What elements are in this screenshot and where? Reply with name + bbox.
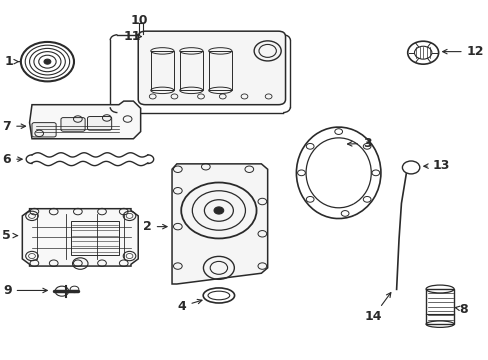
Text: 3: 3 [347, 137, 371, 150]
FancyBboxPatch shape [138, 31, 285, 105]
Bar [70, 221, 119, 255]
FancyBboxPatch shape [32, 123, 56, 137]
Polygon shape [29, 101, 141, 139]
Text: 1: 1 [5, 55, 19, 68]
Polygon shape [172, 164, 267, 284]
FancyBboxPatch shape [87, 117, 111, 130]
Text: 12: 12 [442, 45, 483, 58]
Text: 8: 8 [454, 303, 467, 316]
Text: 14: 14 [364, 293, 390, 324]
Bar [180, 51, 203, 90]
Polygon shape [22, 209, 138, 266]
FancyBboxPatch shape [61, 118, 85, 131]
Text: 11: 11 [123, 30, 141, 43]
Text: 4: 4 [178, 300, 202, 313]
Text: 2: 2 [142, 220, 167, 233]
Text: 13: 13 [423, 159, 449, 172]
Text: 7: 7 [2, 120, 25, 133]
Bar [425, 289, 453, 324]
Circle shape [214, 207, 223, 214]
Circle shape [44, 59, 51, 64]
Text: 9: 9 [3, 284, 47, 297]
Text: 6: 6 [2, 153, 22, 166]
Text: 10: 10 [130, 14, 148, 27]
Bar [150, 51, 174, 90]
Text: 5: 5 [2, 229, 18, 242]
Bar [208, 51, 231, 90]
